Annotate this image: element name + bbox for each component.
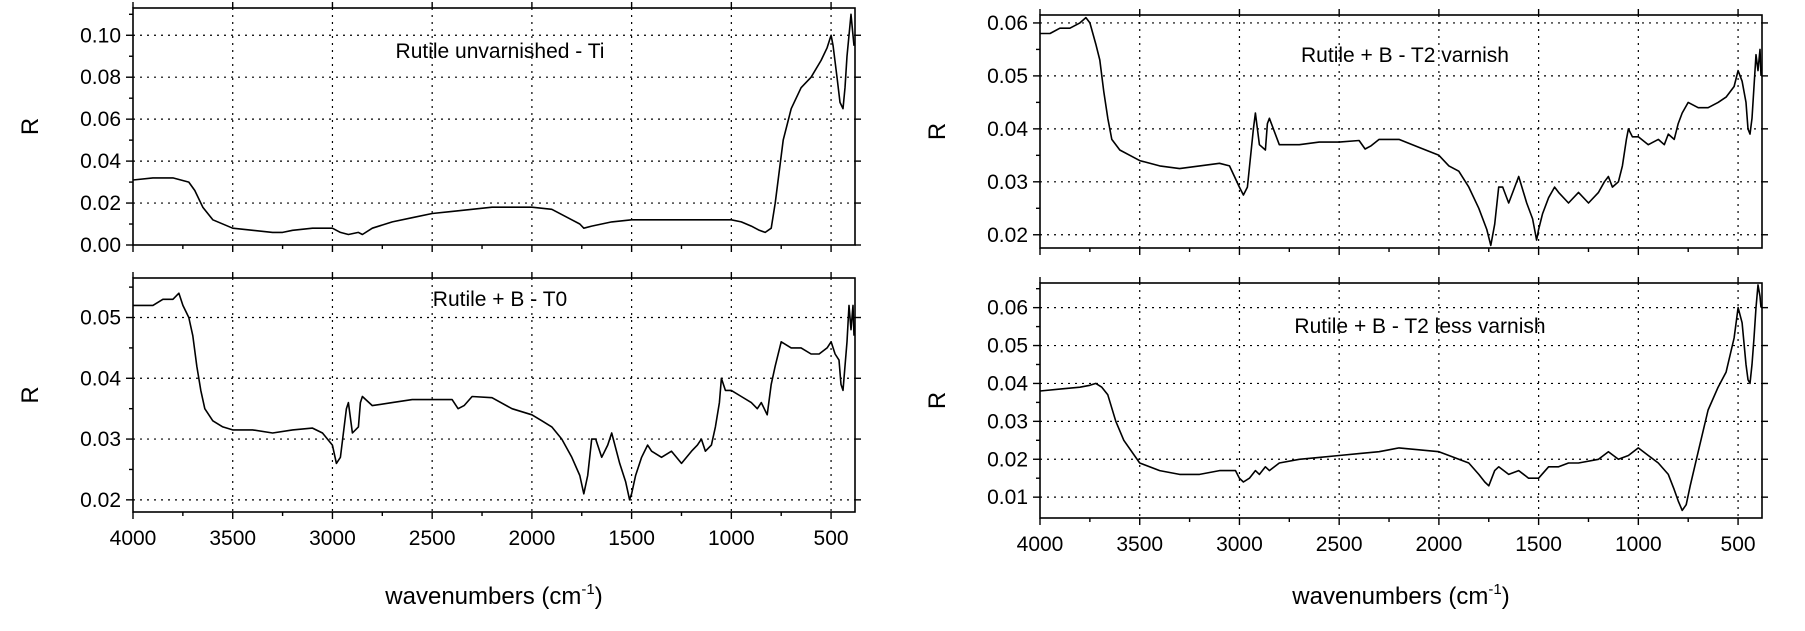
y-tick-label: 0.05 [987,65,1028,88]
y-tick-label: 0.03 [80,428,121,451]
x-tick-label: 4000 [110,527,157,550]
x-tick-label: 500 [1721,533,1756,556]
plot-frame [1039,282,1763,519]
x-tick-label: 3500 [209,527,256,550]
series-line [133,292,855,501]
y-tick-label: 0.04 [987,118,1028,141]
y-tick-label: 0.04 [80,150,121,173]
y-tick-label: 0.02 [80,192,121,215]
x-axis-label-main: wavenumbers (cm [1291,583,1488,610]
chart-panel-rutile-b-t2-less-varnish: 0.01 0.02 0.03 0.04 0.05 0.06 4000 3500 3000 250… [924,277,1768,610]
y-tick-label: 0.06 [987,12,1028,35]
y-tick-label: 0.10 [80,24,121,47]
x-axis-label: wavenumbers (cm-1) [384,581,602,610]
x-axis-label-superscript: -1 [581,581,594,598]
x-axis-label-main: wavenumbers (cm [384,583,581,610]
series-line [1039,284,1762,512]
y-tick-label: 0.05 [80,307,121,330]
y-tick-label: 0.03 [987,410,1028,433]
y-tick-label: 0.04 [80,367,121,390]
panel-annotation: Rutile + B - T2 varnish [1301,44,1509,67]
y-axis-label: R [924,123,951,140]
chart-panel-rutile-b-t0: 0.02 0.03 0.04 0.05 4000 3500 3000 2500 2000 150… [17,272,861,610]
x-tick-label: 4000 [1017,533,1064,556]
y-tick-label: 0.05 [987,335,1028,358]
x-axis-label: wavenumbers (cm-1) [1291,581,1509,610]
chart-panel-rutile-unvarnished: 0.00 0.02 0.04 0.06 0.08 0.10 R Rutile unvarn… [17,2,861,257]
x-tick-label: 1000 [1615,533,1662,556]
panel-annotation: Rutile + B - T0 [433,288,567,311]
chart-panel-rutile-b-t2-varnish: 0.02 0.03 0.04 0.05 0.06 R Rutile + B - T2 v… [924,9,1768,255]
x-tick-label: 2500 [409,527,456,550]
x-axis-label-superscript: -1 [1488,581,1501,598]
y-tick-label: 0.04 [987,372,1028,395]
x-tick-label: 1000 [708,527,755,550]
series-line [1040,16,1762,247]
y-axis-label: R [924,392,951,409]
x-tick-label: 3500 [1116,533,1163,556]
panel-annotation: Rutile + B - T2 less varnish [1294,315,1545,338]
y-tick-label: 0.02 [987,224,1028,247]
plot-frame [132,7,856,246]
y-tick-label: 0.06 [80,108,121,131]
x-tick-label: 1500 [608,527,655,550]
panel-annotation: Rutile unvarnished - Ti [396,40,605,63]
y-tick-label: 0.00 [80,234,121,257]
x-axis-label-suffix: ) [1502,583,1510,610]
x-tick-label: 2000 [509,527,556,550]
y-axis-label: R [17,118,44,135]
plot-frame [132,277,856,513]
x-tick-label: 2500 [1316,533,1363,556]
x-tick-label: 3000 [309,527,356,550]
y-tick-label: 0.02 [987,448,1028,471]
x-tick-label: 2000 [1416,533,1463,556]
y-tick-label: 0.03 [987,171,1028,194]
y-tick-label: 0.08 [80,66,121,89]
plot-frame [1039,14,1763,249]
x-tick-label: 1500 [1515,533,1562,556]
y-tick-label: 0.01 [987,486,1028,509]
x-tick-label: 3000 [1216,533,1263,556]
x-tick-label: 500 [814,527,849,550]
x-axis-label-suffix: ) [595,583,603,610]
series-line [132,13,855,236]
y-tick-label: 0.06 [987,297,1028,320]
y-tick-label: 0.02 [80,489,121,512]
y-axis-label: R [17,386,44,403]
